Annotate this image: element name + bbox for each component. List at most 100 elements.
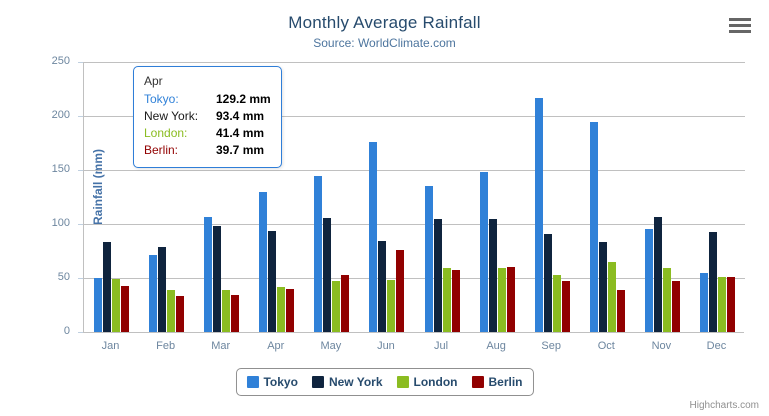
x-axis-label-jan: Jan xyxy=(101,340,120,352)
bar-london-apr[interactable] xyxy=(277,287,286,332)
y-tick-label: 0 xyxy=(63,325,70,337)
bar-tokyo-jun[interactable] xyxy=(369,141,378,332)
x-axis-label-mar: Mar xyxy=(211,340,231,352)
bar-london-feb[interactable] xyxy=(167,290,176,332)
x-axis-label-jul: Jul xyxy=(434,340,449,352)
legend-label: New York xyxy=(328,375,383,389)
x-axis-label-feb: Feb xyxy=(156,340,176,352)
plot-area: Rainfall (mm) xyxy=(83,62,745,332)
bar-london-dec[interactable] xyxy=(717,276,726,332)
bar-tokyo-dec[interactable] xyxy=(699,273,708,332)
tooltip-series-value: 129.2 mm xyxy=(216,92,271,106)
bar-london-mar[interactable] xyxy=(222,289,231,332)
gridline xyxy=(84,278,745,279)
gridline xyxy=(84,224,745,225)
bar-new-york-jan[interactable] xyxy=(103,241,112,332)
bar-london-sep[interactable] xyxy=(552,275,561,332)
tooltip-series-value: 93.4 mm xyxy=(216,109,265,123)
legend-item-tokyo[interactable]: Tokyo xyxy=(246,375,298,389)
menu-bar-2 xyxy=(729,24,751,27)
bar-tokyo-sep[interactable] xyxy=(534,98,543,332)
legend-item-berlin[interactable]: Berlin xyxy=(471,375,523,389)
bar-berlin-dec[interactable] xyxy=(726,276,735,332)
y-axis-title: Rainfall (mm) xyxy=(91,149,105,226)
bar-tokyo-jul[interactable] xyxy=(424,185,433,332)
menu-bar-3 xyxy=(729,30,751,33)
legend-label: Tokyo xyxy=(263,375,298,389)
y-tick-mark xyxy=(78,224,83,225)
bar-tokyo-nov[interactable] xyxy=(644,228,653,332)
legend-label: London xyxy=(413,375,458,389)
bar-new-york-mar[interactable] xyxy=(213,225,222,332)
bar-tokyo-aug[interactable] xyxy=(479,171,488,332)
tooltip-row: Berlin: 39.7 mm xyxy=(144,142,271,159)
bar-berlin-feb[interactable] xyxy=(176,296,185,332)
bar-new-york-dec[interactable] xyxy=(708,232,717,332)
tooltip-row: Tokyo: 129.2 mm xyxy=(144,91,271,108)
bar-new-york-sep[interactable] xyxy=(543,233,552,332)
bar-london-nov[interactable] xyxy=(662,267,671,332)
x-axis-label-jun: Jun xyxy=(377,340,395,352)
bar-berlin-jul[interactable] xyxy=(451,270,460,332)
bar-berlin-aug[interactable] xyxy=(506,266,515,332)
bar-new-york-oct[interactable] xyxy=(598,241,607,332)
x-axis-label-oct: Oct xyxy=(597,340,615,352)
y-tick-label: 100 xyxy=(51,217,70,229)
chart-title: Monthly Average Rainfall xyxy=(288,13,481,32)
bar-tokyo-oct[interactable] xyxy=(589,122,598,332)
tooltip: Apr Tokyo: 129.2 mm New York: 93.4 mm London… xyxy=(133,66,282,168)
bar-new-york-feb[interactable] xyxy=(158,246,167,332)
bar-london-jul[interactable] xyxy=(442,268,451,332)
bar-berlin-sep[interactable] xyxy=(561,280,570,332)
gridline xyxy=(84,62,745,63)
bar-berlin-nov[interactable] xyxy=(671,281,680,332)
bar-berlin-mar[interactable] xyxy=(231,294,240,332)
tooltip-row: New York: 93.4 mm xyxy=(144,108,271,125)
chart-legend: Tokyo New York London Berlin xyxy=(235,368,534,396)
legend-item-new-york[interactable]: New York xyxy=(311,375,383,389)
x-axis-label-sep: Sep xyxy=(541,340,561,352)
tooltip-series-name: New York: xyxy=(144,109,199,123)
y-tick-mark xyxy=(78,170,83,171)
highcharts-credits[interactable]: Highcharts.com xyxy=(689,400,759,411)
x-axis-line xyxy=(83,332,744,333)
gridline xyxy=(84,170,745,171)
bar-tokyo-apr[interactable] xyxy=(259,192,268,332)
bar-berlin-apr[interactable] xyxy=(286,289,295,332)
bar-berlin-jan[interactable] xyxy=(121,286,130,332)
hamburger-menu-icon[interactable] xyxy=(729,18,751,36)
bar-new-york-apr[interactable] xyxy=(268,231,277,332)
legend-item-london[interactable]: London xyxy=(396,375,458,389)
bar-new-york-nov[interactable] xyxy=(653,216,662,332)
y-tick-label: 50 xyxy=(57,271,70,283)
y-tick-label: 200 xyxy=(51,109,70,121)
x-axis-label-aug: Aug xyxy=(486,340,506,352)
bar-new-york-aug[interactable] xyxy=(488,219,497,332)
bar-london-oct[interactable] xyxy=(607,261,616,332)
bar-new-york-may[interactable] xyxy=(323,217,332,332)
x-axis-label-may: May xyxy=(320,340,342,352)
chart-subtitle: Source: WorldClimate.com xyxy=(313,36,456,50)
tooltip-series-name: Berlin: xyxy=(144,143,179,157)
gridline xyxy=(84,116,745,117)
bar-london-aug[interactable] xyxy=(497,267,506,332)
bar-tokyo-mar[interactable] xyxy=(204,217,213,332)
bar-tokyo-feb[interactable] xyxy=(149,254,158,332)
legend-swatch-icon xyxy=(246,376,259,388)
bar-tokyo-jan[interactable] xyxy=(94,278,103,332)
bar-london-may[interactable] xyxy=(332,281,341,332)
bar-berlin-oct[interactable] xyxy=(616,289,625,332)
bar-new-york-jul[interactable] xyxy=(433,218,442,332)
bar-tokyo-may[interactable] xyxy=(314,176,323,332)
legend-label: Berlin xyxy=(488,375,523,389)
bar-london-jan[interactable] xyxy=(112,279,121,332)
y-tick-label: 150 xyxy=(51,163,70,175)
x-axis-label-apr: Apr xyxy=(267,340,285,352)
bar-berlin-may[interactable] xyxy=(341,275,350,332)
bar-london-jun[interactable] xyxy=(387,279,396,332)
bar-berlin-jun[interactable] xyxy=(396,250,405,332)
bar-new-york-jun[interactable] xyxy=(378,240,387,332)
tooltip-series-name: London: xyxy=(144,126,188,140)
y-tick-mark xyxy=(78,332,83,333)
